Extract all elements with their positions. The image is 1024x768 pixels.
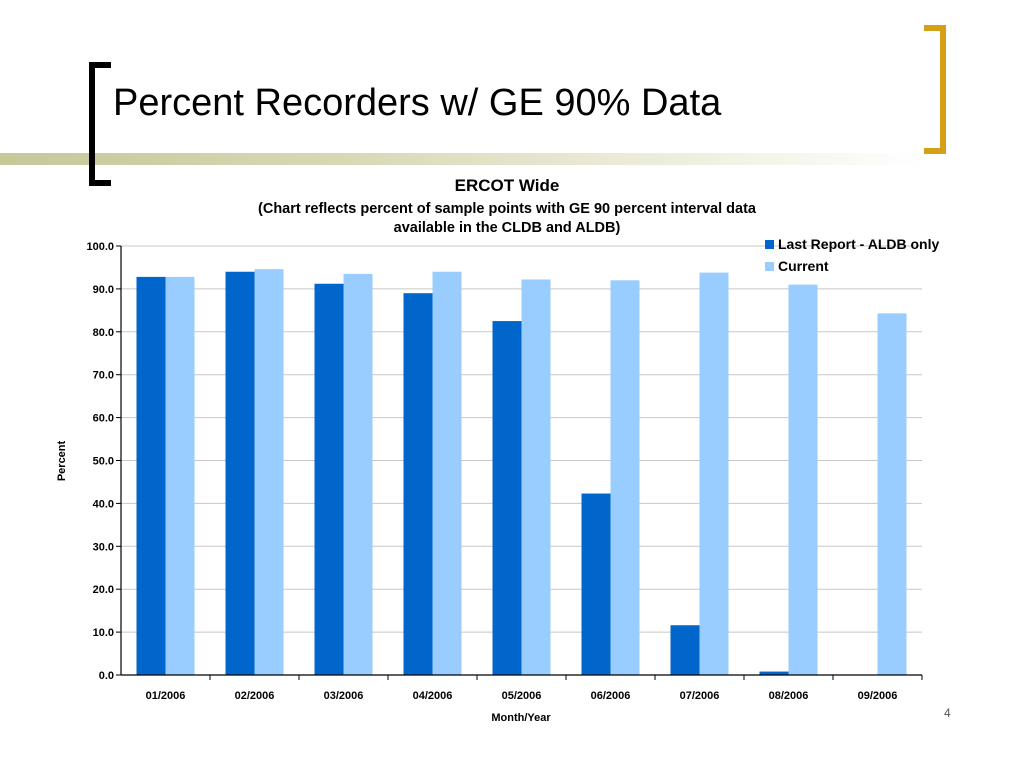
x-tick-label: 07/2006 bbox=[680, 690, 720, 702]
y-tick-label: 20.0 bbox=[93, 584, 114, 596]
legend-label: Current bbox=[778, 258, 829, 274]
y-axis-label: Percent bbox=[56, 440, 68, 481]
left-bracket-decoration bbox=[89, 62, 111, 186]
axes bbox=[120, 246, 922, 676]
bar-current bbox=[432, 271, 462, 675]
bar-current bbox=[699, 272, 729, 675]
x-tick-label: 05/2006 bbox=[502, 690, 542, 702]
y-tick-label: 0.0 bbox=[99, 670, 114, 682]
y-tick-label: 50.0 bbox=[93, 456, 114, 468]
bar-last-report bbox=[581, 493, 611, 675]
bar-last-report bbox=[492, 321, 522, 675]
x-tick-label: 02/2006 bbox=[235, 690, 275, 702]
bar-current bbox=[254, 269, 284, 675]
y-tick-label: 60.0 bbox=[93, 413, 114, 425]
bar-current bbox=[521, 279, 551, 675]
bar-last-report bbox=[225, 271, 255, 675]
y-tick-label: 80.0 bbox=[93, 327, 114, 339]
bar-current bbox=[610, 280, 640, 675]
bar-current bbox=[788, 284, 818, 675]
chart-subtitle-line-2: available in the CLDB and ALDB) bbox=[393, 220, 621, 236]
legend-label: Last Report - ALDB only bbox=[778, 236, 939, 252]
chart-title: ERCOT Wide bbox=[454, 176, 560, 195]
legend-swatch bbox=[765, 240, 774, 249]
x-tick-label: 08/2006 bbox=[769, 690, 809, 702]
page-number: 4 bbox=[944, 706, 951, 720]
bar-current bbox=[165, 276, 195, 675]
legend: Last Report - ALDB only Current bbox=[765, 236, 939, 274]
slide-title: Percent Recorders w/ GE 90% Data bbox=[113, 82, 722, 124]
x-tick-label: 03/2006 bbox=[324, 690, 364, 702]
bar-current bbox=[877, 313, 907, 675]
y-tick-label: 90.0 bbox=[93, 284, 114, 296]
bar-current bbox=[343, 273, 373, 675]
bars bbox=[136, 269, 907, 675]
y-tick-label: 100.0 bbox=[86, 241, 114, 253]
x-axis-label: Month/Year bbox=[491, 712, 551, 724]
y-tick-label: 70.0 bbox=[93, 370, 114, 382]
right-bracket-decoration bbox=[924, 25, 946, 154]
x-tick-label: 04/2006 bbox=[413, 690, 453, 702]
bar-last-report bbox=[759, 671, 789, 675]
x-tick-label: 01/2006 bbox=[146, 690, 186, 702]
y-tick-labels: 0.0 10.0 20.0 30.0 40.0 50.0 60.0 70.0 80.0 90.0 1… bbox=[86, 241, 114, 682]
legend-swatch bbox=[765, 262, 774, 271]
y-tick-label: 10.0 bbox=[93, 627, 114, 639]
bar-last-report bbox=[314, 283, 344, 675]
chart-subtitle-line-1: (Chart reflects percent of sample points… bbox=[258, 201, 756, 217]
title-underline-band bbox=[0, 153, 925, 165]
x-tick-labels: 01/2006 02/2006 03/2006 04/2006 05/2006 06/20… bbox=[146, 675, 923, 702]
x-tick-label: 06/2006 bbox=[591, 690, 631, 702]
x-tick-label: 09/2006 bbox=[858, 690, 898, 702]
y-tick-label: 30.0 bbox=[93, 541, 114, 553]
bar-last-report bbox=[670, 625, 700, 675]
bar-last-report bbox=[403, 293, 433, 675]
y-tick-label: 40.0 bbox=[93, 498, 114, 510]
bar-last-report bbox=[136, 276, 166, 675]
